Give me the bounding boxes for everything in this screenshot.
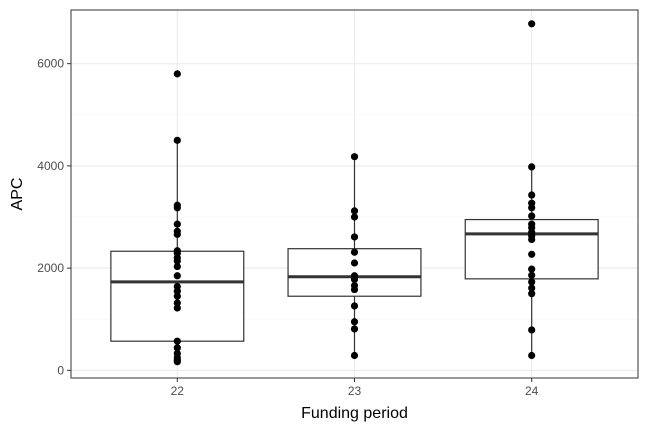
- y-tick-label: 0: [57, 363, 64, 377]
- data-point: [528, 250, 536, 258]
- y-axis-title: APC: [9, 178, 26, 211]
- data-point: [173, 262, 181, 271]
- data-point: [350, 275, 359, 283]
- axes: 0 2000 4000 6000 22 23 24: [37, 57, 538, 398]
- data-point: [173, 358, 181, 366]
- data-point: [350, 302, 359, 310]
- data-point: [350, 213, 359, 221]
- data-point: [350, 153, 359, 161]
- data-point: [350, 233, 359, 241]
- data-point: [173, 344, 181, 352]
- data-point: [528, 191, 536, 199]
- x-tick-label: 22: [171, 384, 185, 398]
- data-point: [173, 230, 181, 238]
- data-point: [528, 290, 536, 298]
- data-point: [173, 204, 181, 212]
- data-point: [350, 285, 359, 294]
- data-point: [173, 299, 181, 307]
- data-point: [528, 20, 536, 28]
- data-point: [528, 271, 536, 279]
- data-point: [350, 259, 359, 267]
- data-point: [528, 163, 536, 171]
- data-point: [173, 337, 181, 345]
- data-point: [173, 220, 181, 228]
- data-point: [173, 304, 181, 312]
- data-points: [173, 20, 536, 366]
- data-point: [350, 318, 359, 326]
- data-point: [173, 287, 181, 295]
- data-point: [350, 325, 359, 333]
- y-tick-label: 6000: [37, 57, 64, 71]
- data-point: [173, 257, 181, 265]
- data-point: [350, 207, 359, 215]
- data-point: [350, 351, 359, 360]
- data-point: [173, 136, 181, 144]
- data-point: [528, 265, 536, 273]
- y-tick-label: 4000: [37, 159, 64, 173]
- x-axis-title: Funding period: [301, 405, 408, 422]
- data-point: [528, 351, 536, 360]
- data-point: [173, 272, 181, 280]
- x-tick-label: 24: [525, 384, 539, 398]
- data-point: [350, 248, 359, 256]
- data-point: [528, 212, 536, 220]
- data-point: [528, 326, 536, 334]
- data-point: [173, 70, 181, 78]
- data-point: [173, 292, 181, 300]
- data-point: [528, 278, 536, 286]
- panel-border: [70, 9, 639, 379]
- data-point: [528, 204, 536, 212]
- y-tick-label: 2000: [37, 261, 64, 275]
- data-point: [528, 284, 536, 292]
- x-tick-label: 23: [348, 384, 362, 398]
- data-point: [528, 235, 536, 244]
